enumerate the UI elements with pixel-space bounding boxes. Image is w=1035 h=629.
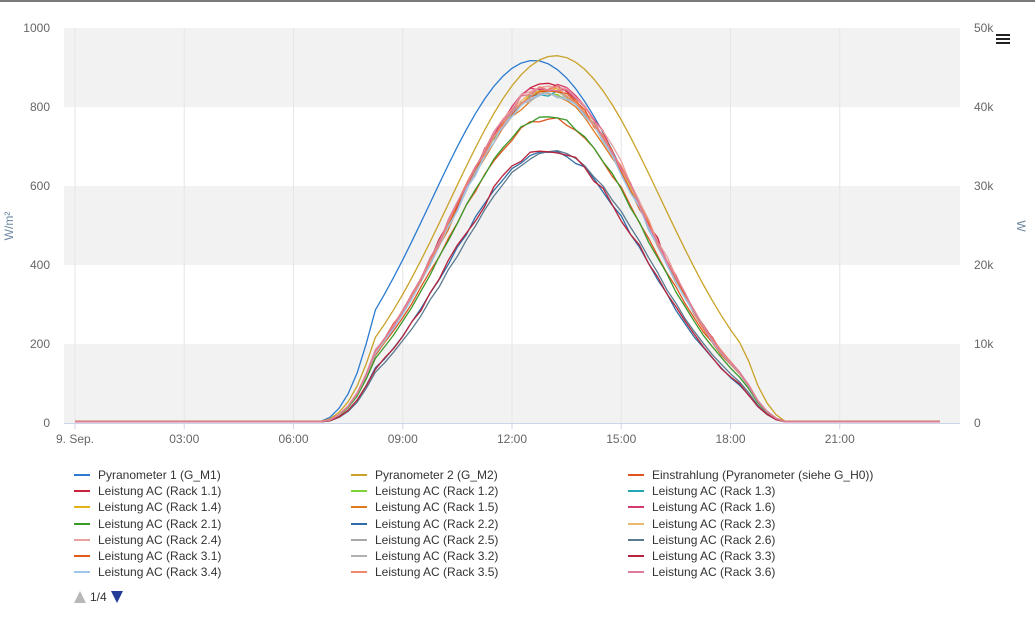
series-lines [75, 55, 940, 423]
legend-label: Leistung AC (Rack 2.3) [652, 516, 776, 531]
legend-swatch [628, 555, 644, 557]
legend-pager: 1/4 [74, 589, 123, 605]
legend-swatch [628, 506, 644, 509]
x-tick-label: 9. Sep. [56, 432, 94, 446]
y-right-tick-label: 10k [974, 337, 994, 351]
legend-swatch [351, 474, 367, 476]
series-line [75, 87, 940, 423]
legend-swatch [628, 522, 644, 525]
legend-item[interactable]: Leistung AC (Rack 2.5) [351, 532, 498, 548]
legend-label: Leistung AC (Rack 3.5) [375, 565, 499, 580]
legend-swatch [351, 522, 367, 525]
triangle-up-icon[interactable] [74, 591, 86, 603]
legend-label: Leistung AC (Rack 1.6) [652, 500, 776, 515]
legend-swatch [351, 555, 367, 557]
legend-item[interactable]: Leistung AC (Rack 3.4) [74, 564, 221, 580]
y-right-tick-label: 0 [974, 416, 981, 430]
legend-label: Leistung AC (Rack 3.4) [98, 565, 222, 580]
legend-item[interactable]: Leistung AC (Rack 3.3) [628, 548, 775, 564]
legend-label: Leistung AC (Rack 2.4) [98, 532, 222, 547]
legend-swatch [628, 474, 644, 476]
legend-item[interactable]: Leistung AC (Rack 2.2) [351, 516, 498, 532]
legend-label: Leistung AC (Rack 2.2) [375, 516, 499, 531]
x-tick-label: 03:00 [169, 432, 199, 446]
legend-label: Pyranometer 1 (G_M1) [98, 468, 221, 482]
legend-swatch [351, 571, 367, 574]
chart-menu-icon[interactable] [996, 34, 1010, 48]
legend-item[interactable]: Leistung AC (Rack 2.4) [74, 532, 221, 548]
x-tick-label: 09:00 [388, 432, 418, 446]
legend-swatch [351, 506, 367, 509]
legend-swatch [74, 474, 90, 476]
legend-swatch [74, 506, 90, 509]
legend-label: Pyranometer 2 (G_M2) [375, 468, 498, 482]
legend-item[interactable]: Leistung AC (Rack 1.6) [628, 499, 775, 515]
legend-label: Leistung AC (Rack 1.4) [98, 500, 222, 515]
legend-label: Leistung AC (Rack 3.1) [98, 549, 222, 563]
legend-item[interactable]: Leistung AC (Rack 3.2) [351, 548, 498, 564]
vertical-grid [74, 28, 841, 423]
legend-item[interactable]: Leistung AC (Rack 3.6) [628, 564, 775, 580]
legend-item[interactable]: Leistung AC (Rack 2.6) [628, 532, 775, 548]
legend-item[interactable]: Leistung AC (Rack 3.5) [351, 564, 498, 580]
legend-swatch [74, 555, 90, 557]
legend-swatch [351, 538, 367, 541]
legend-label: Leistung AC (Rack 2.5) [375, 532, 499, 547]
y-right-tick-label: 50k [974, 21, 994, 35]
legend-label: Leistung AC (Rack 1.2) [375, 484, 499, 499]
y-right-tick-label: 30k [974, 179, 994, 193]
x-tick-label: 06:00 [278, 432, 308, 446]
x-tick-label: 12:00 [497, 432, 527, 446]
legend-item[interactable]: Pyranometer 2 (G_M2) [351, 467, 498, 483]
legend-item[interactable]: Leistung AC (Rack 1.1) [74, 483, 221, 499]
x-tick-label: 18:00 [715, 432, 745, 446]
y-left-tick-label: 0 [43, 416, 50, 430]
legend-label: Leistung AC (Rack 2.6) [652, 532, 776, 547]
legend-item[interactable]: Leistung AC (Rack 3.1) [74, 548, 221, 564]
legend-swatch [628, 538, 644, 541]
legend-label: Einstrahlung (Pyranometer (siehe G_H0)) [652, 468, 874, 482]
legend-item[interactable]: Leistung AC (Rack 1.4) [74, 499, 221, 515]
legend-swatch [628, 571, 644, 574]
legend-label: Leistung AC (Rack 1.5) [375, 500, 499, 515]
legend-swatch [74, 538, 90, 541]
window-top-border [0, 0, 1035, 2]
y-left-axis-title: W/m² [2, 212, 16, 241]
x-tick-label: 21:00 [825, 432, 855, 446]
legend-item[interactable]: Pyranometer 1 (G_M1) [74, 467, 221, 483]
legend-label: Leistung AC (Rack 3.2) [375, 549, 499, 563]
legend-label: Leistung AC (Rack 2.1) [98, 516, 222, 531]
legend-item[interactable]: Leistung AC (Rack 2.3) [628, 516, 775, 532]
legend-item[interactable]: Leistung AC (Rack 1.3) [628, 483, 775, 499]
legend-item[interactable]: Einstrahlung (Pyranometer (siehe G_H0)) [628, 467, 873, 483]
y-left-tick-label: 1000 [23, 21, 50, 35]
y-right-axis-title: W [1014, 220, 1028, 232]
legend-swatch [351, 490, 367, 493]
legend-item[interactable]: Leistung AC (Rack 1.5) [351, 499, 498, 515]
triangle-down-icon[interactable] [110, 591, 123, 603]
legend-label: Leistung AC (Rack 3.6) [652, 565, 776, 580]
y-left-tick-label: 400 [30, 258, 50, 272]
axes: 0 200 400 600 800 1000 0 10k 20k 30k 40k 50k 9. Sep.… [2, 21, 1028, 446]
y-left-tick-label: 600 [30, 179, 50, 193]
y-left-tick-label: 800 [30, 100, 50, 114]
y-right-tick-label: 20k [974, 258, 994, 272]
legend-swatch [74, 490, 90, 493]
legend-label: Leistung AC (Rack 3.3) [652, 549, 776, 563]
legend-swatch [628, 490, 644, 493]
legend-page-label: 1/4 [90, 590, 107, 604]
x-tick-label: 15:00 [606, 432, 636, 446]
legend-label: Leistung AC (Rack 1.1) [98, 484, 222, 499]
legend-item[interactable]: Leistung AC (Rack 2.1) [74, 516, 221, 532]
legend-swatch [74, 571, 90, 574]
y-right-tick-label: 40k [974, 100, 994, 114]
legend-item[interactable]: Leistung AC (Rack 1.2) [351, 483, 498, 499]
y-left-tick-label: 200 [30, 337, 50, 351]
legend-label: Leistung AC (Rack 1.3) [652, 484, 776, 499]
legend-swatch [74, 522, 90, 525]
